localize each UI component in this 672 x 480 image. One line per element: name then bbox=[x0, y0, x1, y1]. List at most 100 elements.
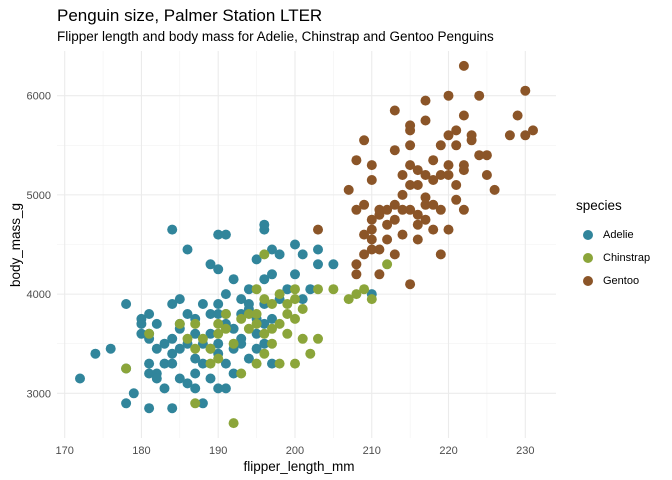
point-adelie bbox=[328, 259, 338, 269]
point-adelie bbox=[129, 388, 139, 398]
point-chinstrap bbox=[190, 319, 200, 329]
point-gentoo bbox=[405, 120, 415, 130]
point-gentoo bbox=[413, 235, 423, 245]
point-gentoo bbox=[374, 245, 384, 255]
point-chinstrap bbox=[305, 349, 315, 359]
point-adelie bbox=[190, 383, 200, 393]
point-adelie bbox=[106, 344, 116, 354]
point-chinstrap bbox=[206, 344, 216, 354]
point-gentoo bbox=[428, 225, 438, 235]
point-gentoo bbox=[459, 61, 469, 71]
point-gentoo bbox=[367, 225, 377, 235]
point-chinstrap bbox=[275, 319, 285, 329]
point-gentoo bbox=[444, 91, 454, 101]
point-adelie bbox=[259, 220, 269, 230]
point-gentoo bbox=[367, 235, 377, 245]
point-adelie bbox=[75, 374, 85, 384]
point-gentoo bbox=[390, 145, 400, 155]
point-chinstrap bbox=[229, 418, 239, 428]
point-chinstrap bbox=[236, 369, 246, 379]
point-chinstrap bbox=[229, 339, 239, 349]
point-chinstrap bbox=[175, 319, 185, 329]
point-adelie bbox=[213, 299, 223, 309]
point-chinstrap bbox=[267, 299, 277, 309]
point-chinstrap bbox=[298, 304, 308, 314]
point-adelie bbox=[183, 245, 193, 255]
x-tick-label: 230 bbox=[516, 445, 534, 457]
x-tick-label: 190 bbox=[209, 445, 227, 457]
point-adelie bbox=[229, 274, 239, 284]
point-chinstrap bbox=[382, 259, 392, 269]
point-chinstrap bbox=[221, 309, 231, 319]
point-gentoo bbox=[421, 192, 431, 202]
point-gentoo bbox=[459, 205, 469, 215]
point-adelie bbox=[206, 374, 216, 384]
point-chinstrap bbox=[221, 324, 231, 334]
point-adelie bbox=[152, 319, 162, 329]
y-tick-label: 6000 bbox=[27, 91, 51, 103]
legend-key-adelie bbox=[583, 230, 593, 240]
point-chinstrap bbox=[252, 359, 262, 369]
legend-label-gentoo: Gentoo bbox=[603, 275, 639, 287]
legend-item-chinstrap: Chinstrap bbox=[576, 246, 650, 269]
point-adelie bbox=[167, 403, 177, 413]
point-gentoo bbox=[467, 130, 477, 140]
point-chinstrap bbox=[275, 289, 285, 299]
point-gentoo bbox=[421, 96, 431, 106]
point-adelie bbox=[290, 269, 300, 279]
point-adelie bbox=[175, 294, 185, 304]
point-chinstrap bbox=[267, 339, 277, 349]
point-gentoo bbox=[474, 91, 484, 101]
point-gentoo bbox=[428, 155, 438, 165]
point-gentoo bbox=[528, 125, 538, 135]
point-gentoo bbox=[359, 135, 369, 145]
legend-item-adelie: Adelie bbox=[576, 223, 650, 246]
point-gentoo bbox=[351, 155, 361, 165]
point-gentoo bbox=[513, 111, 523, 121]
legend-key-chinstrap bbox=[583, 253, 593, 263]
point-gentoo bbox=[520, 86, 530, 96]
point-gentoo bbox=[459, 165, 469, 175]
point-gentoo bbox=[436, 205, 446, 215]
point-gentoo bbox=[405, 279, 415, 289]
y-axis-label: body_mass_g bbox=[8, 203, 23, 287]
legend-title: species bbox=[576, 198, 650, 213]
point-chinstrap bbox=[298, 334, 308, 344]
point-chinstrap bbox=[183, 334, 193, 344]
point-gentoo bbox=[367, 175, 377, 185]
point-gentoo bbox=[374, 269, 384, 279]
y-tick-label: 3000 bbox=[27, 388, 51, 400]
point-adelie bbox=[90, 349, 100, 359]
point-adelie bbox=[144, 403, 154, 413]
point-gentoo bbox=[436, 140, 446, 150]
point-adelie bbox=[167, 359, 177, 369]
point-chinstrap bbox=[252, 319, 262, 329]
point-gentoo bbox=[451, 140, 461, 150]
grid-lines bbox=[57, 51, 556, 438]
point-gentoo bbox=[413, 180, 423, 190]
point-adelie bbox=[221, 289, 231, 299]
legend-label-chinstrap: Chinstrap bbox=[603, 252, 650, 264]
point-chinstrap bbox=[282, 329, 292, 339]
x-tick-label: 180 bbox=[132, 445, 150, 457]
y-axis-ticks: 3000400050006000 bbox=[27, 91, 51, 401]
point-chinstrap bbox=[190, 398, 200, 408]
point-gentoo bbox=[482, 150, 492, 160]
point-gentoo bbox=[451, 195, 461, 205]
x-axis-label: flipper_length_mm bbox=[243, 459, 354, 474]
point-adelie bbox=[144, 309, 154, 319]
x-tick-label: 200 bbox=[286, 445, 304, 457]
x-tick-label: 210 bbox=[363, 445, 381, 457]
point-adelie bbox=[190, 369, 200, 379]
point-adelie bbox=[198, 299, 208, 309]
point-chinstrap bbox=[290, 359, 300, 369]
legend-key-gentoo bbox=[583, 276, 593, 286]
point-gentoo bbox=[451, 180, 461, 190]
point-chinstrap bbox=[144, 329, 154, 339]
point-chinstrap bbox=[367, 294, 377, 304]
point-chinstrap bbox=[290, 314, 300, 324]
point-adelie bbox=[275, 249, 285, 259]
point-gentoo bbox=[367, 160, 377, 170]
point-gentoo bbox=[398, 190, 408, 200]
point-gentoo bbox=[359, 200, 369, 210]
